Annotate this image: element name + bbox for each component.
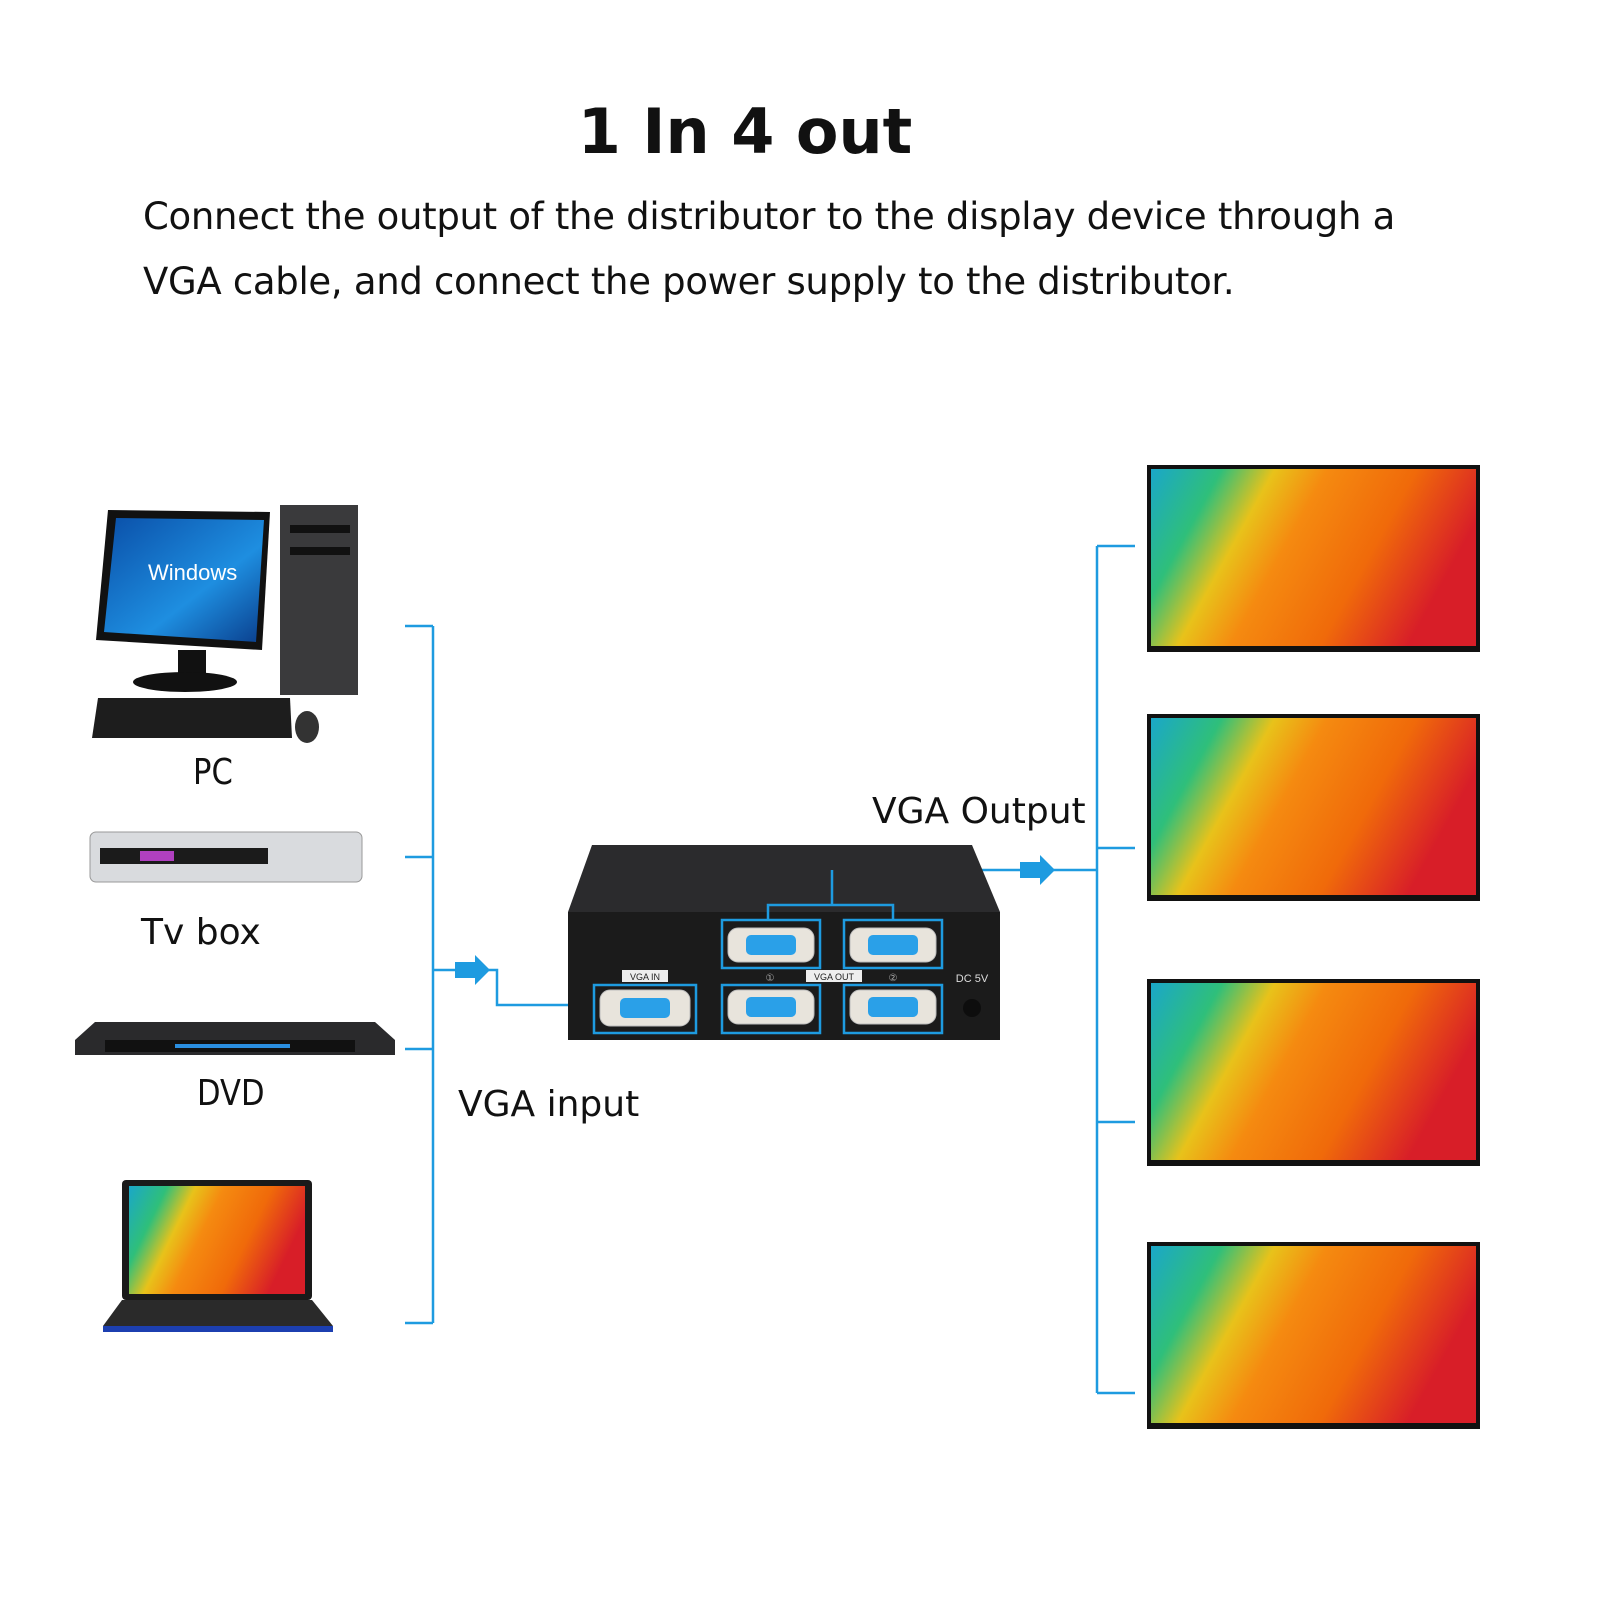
pc-label: PC — [193, 752, 233, 793]
page-title: 1 In 4 out — [577, 95, 913, 168]
tv-box-icon — [89, 831, 363, 883]
vga-out-port-label: VGA OUT — [814, 972, 855, 982]
laptop-icon — [103, 1180, 333, 1332]
port-number-1: ① — [766, 973, 775, 984]
display-monitor-icon — [1147, 714, 1480, 901]
display-monitor-icon — [1147, 465, 1480, 652]
output-arrow-icon — [1020, 855, 1055, 885]
description-line-2: VGA cable, and connect the power supply … — [143, 260, 1235, 303]
display-monitors — [1147, 465, 1480, 1429]
vga-input-label: VGA input — [458, 1084, 640, 1125]
display-monitor-icon — [1147, 979, 1480, 1166]
description-line-1: Connect the output of the distributor to… — [143, 195, 1395, 238]
port-number-2: ② — [889, 973, 898, 984]
vga-distributor-icon: VGA IN VGA OUT ① ② DC 5V — [568, 845, 1000, 1040]
input-arrow-icon — [455, 955, 490, 985]
input-connector-lines — [405, 624, 595, 1325]
dvd-label: DVD — [197, 1073, 265, 1114]
desktop-pc-icon: Windows — [92, 505, 358, 743]
windows-screen-text: Windows — [148, 560, 237, 585]
power-jack-icon — [963, 999, 981, 1017]
vga-output-label: VGA Output — [872, 791, 1086, 832]
vga-in-port-label: VGA IN — [630, 972, 660, 982]
dc-power-label: DC 5V — [956, 973, 989, 985]
tv-box-label: Tv box — [141, 912, 261, 953]
dvd-player-icon — [75, 1022, 395, 1055]
display-monitor-icon — [1147, 1242, 1480, 1429]
